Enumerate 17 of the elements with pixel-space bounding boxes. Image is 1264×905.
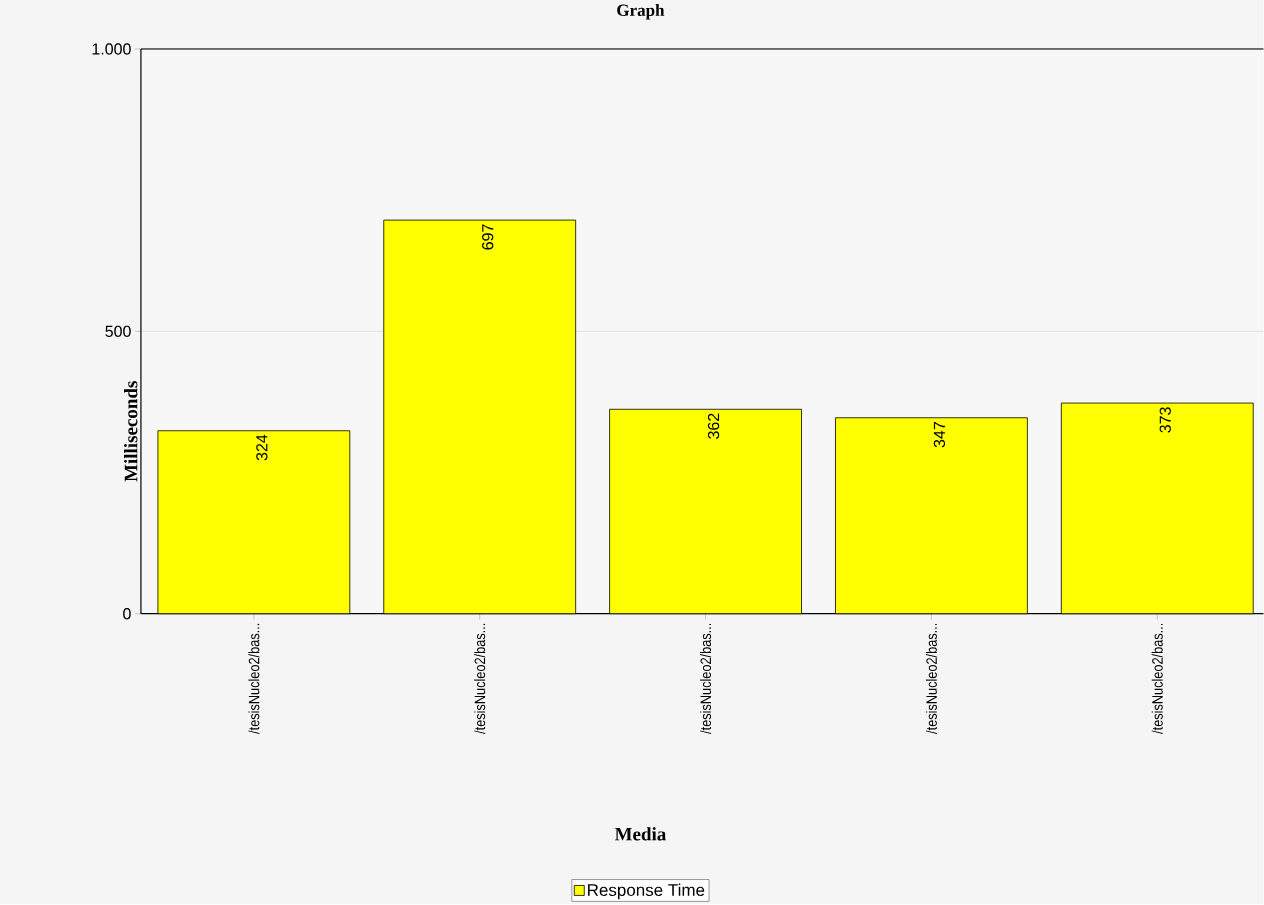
x-tick-label: /tesisNucleo2/bas... bbox=[700, 624, 712, 735]
y-axis-title: Milliseconds bbox=[124, 381, 138, 482]
x-tick-label: /tesisNucleo2/bas... bbox=[1151, 624, 1163, 735]
data-label: 373 bbox=[1159, 407, 1171, 433]
chart-title: Graph bbox=[617, 4, 665, 20]
x-tick-label: /tesisNucleo2/bas... bbox=[248, 624, 260, 735]
data-label: 362 bbox=[707, 413, 720, 440]
data-label: 347 bbox=[933, 422, 946, 448]
data-label: 697 bbox=[482, 224, 494, 250]
legend-label: Response Time bbox=[588, 883, 705, 900]
x-tick-label: /tesisNucleo2/bas... bbox=[474, 624, 486, 735]
y-tick-label: 500 bbox=[105, 325, 131, 338]
data-label: 324 bbox=[256, 434, 268, 461]
y-tick-label: 0 bbox=[123, 608, 131, 620]
x-axis-title: Media bbox=[614, 827, 666, 841]
x-tick-label: /tesisNucleo2/bas... bbox=[925, 624, 937, 735]
y-tick-label: 1.000 bbox=[92, 43, 131, 55]
